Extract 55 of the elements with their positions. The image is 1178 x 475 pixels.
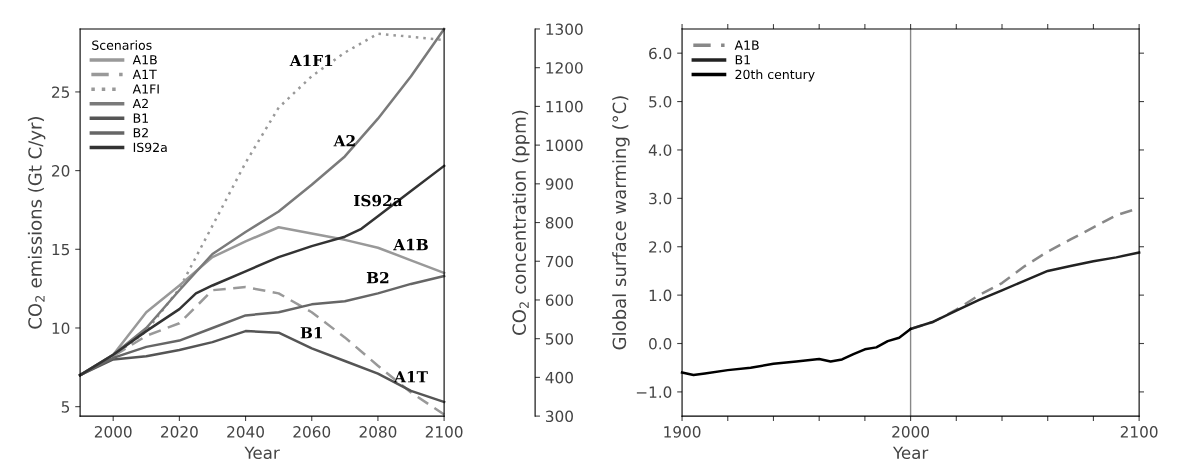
legend-label: B1: [735, 55, 750, 65]
annotation: A2: [333, 134, 355, 147]
y-tick-label: 5.0: [649, 96, 672, 108]
y-tick-label: 15: [52, 243, 70, 256]
legend-label: A1FI: [132, 84, 159, 94]
annotation: B1: [300, 326, 322, 339]
y-tick-label: 1.0: [649, 289, 672, 302]
y2-axis-title: CO$_{2}$ concentration (ppm): [512, 110, 530, 335]
x-tick-label: 2100: [1120, 426, 1158, 438]
y-tick-label: −1.0: [636, 386, 672, 398]
y2-tick-label: 1300: [546, 23, 583, 35]
x-tick-label: 2000: [892, 426, 930, 438]
annotation: A1T: [393, 371, 428, 383]
y-tick-label: 4.0: [648, 144, 672, 156]
legend-title: Scenarios: [92, 40, 152, 50]
y-tick-label: 3.0: [649, 192, 672, 205]
legend-label: 20th century: [735, 69, 815, 82]
y2-tick-label: 1100: [546, 100, 583, 113]
y2-tick-label: 700: [546, 255, 573, 268]
annotation: A1F1: [289, 54, 333, 67]
x-tick-label: 2080: [359, 426, 397, 438]
legend-label: A1B: [132, 55, 157, 65]
x-axis-title: Year: [892, 446, 929, 460]
y-tick-label: 20: [52, 165, 70, 177]
x-tick-label: 2040: [227, 426, 264, 438]
annotation: B2: [366, 271, 389, 284]
y2-tick-label: 800: [545, 217, 573, 229]
legend-label: A2: [132, 98, 148, 109]
y2-tick-label: 1000: [546, 139, 583, 152]
y2-tick-label: 500: [546, 333, 573, 345]
y2-tick-label: 600: [545, 294, 573, 306]
y2-tick-label: 300: [545, 410, 573, 423]
x-tick-label: 1900: [664, 426, 701, 438]
y-tick-label: 0.0: [649, 337, 672, 350]
y-tick-label: 5: [61, 401, 70, 413]
x-tick-label: 2100: [425, 426, 463, 438]
x-tick-label: 2020: [161, 426, 198, 438]
x-axis-title: Year: [244, 446, 280, 460]
x-tick-label: 2000: [94, 426, 132, 438]
annotation: A1B: [393, 238, 428, 251]
y-axis-title: CO$_{2}$ emissions (Gt C/yr): [27, 117, 46, 329]
y-tick-label: 10: [52, 322, 70, 334]
legend-label: B2: [133, 128, 148, 138]
y-tick-label: 2.0: [649, 241, 672, 253]
y-tick-label: 6.0: [649, 47, 672, 60]
y2-tick-label: 400: [545, 371, 573, 384]
y-tick-label: 25: [52, 86, 70, 98]
legend-label: IS92a: [133, 142, 167, 153]
y-axis-title: Global surface warming (°C): [612, 96, 630, 350]
legend-label: A1B: [734, 40, 759, 50]
y2-tick-label: 1200: [546, 62, 583, 74]
legend-label: A1T: [132, 69, 157, 79]
legend-label: B1: [133, 113, 148, 123]
x-tick-label: 2060: [293, 426, 331, 438]
y2-tick-label: 900: [545, 178, 573, 190]
